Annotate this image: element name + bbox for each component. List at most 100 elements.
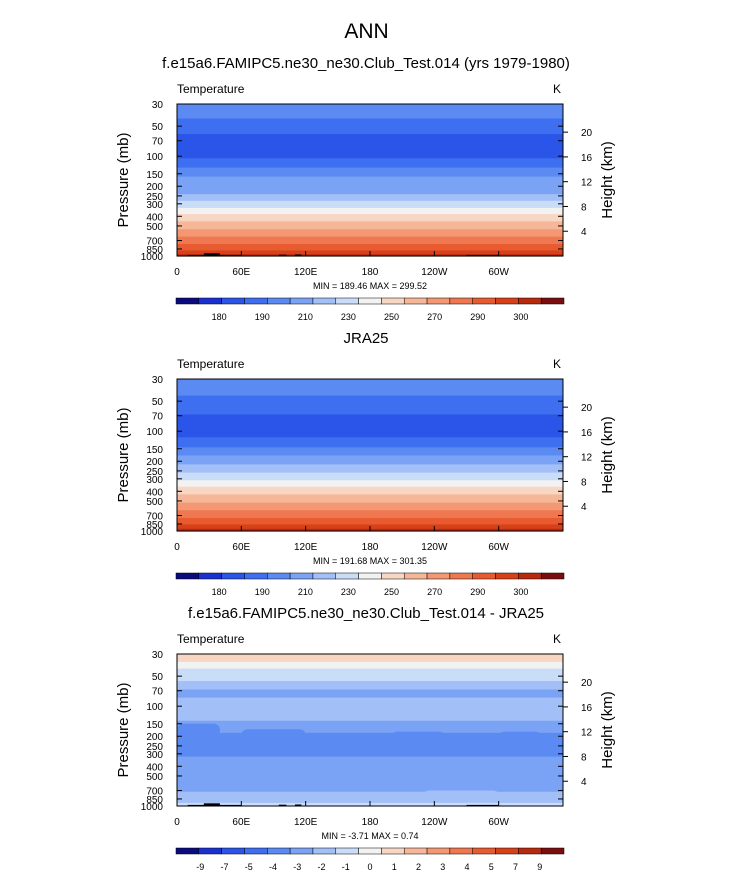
topography (294, 804, 302, 806)
contour-band (177, 200, 563, 209)
y-tick-label: 100 (146, 427, 163, 438)
y-tick-label: 850 (146, 795, 163, 806)
colorbar-box (403, 847, 428, 855)
colorbar-box (244, 572, 268, 580)
colorbar-box (335, 297, 359, 305)
colorbar-box (426, 297, 451, 305)
colorbar-box (175, 572, 200, 580)
contour-band (177, 214, 563, 222)
contour-band (177, 697, 563, 722)
topography (278, 254, 287, 256)
topography (466, 254, 499, 256)
colorbar-box (198, 572, 222, 580)
colorbar-box (312, 847, 337, 855)
contour-band (177, 455, 563, 465)
y-tick-label: 500 (146, 222, 163, 233)
contour-band (177, 104, 563, 120)
height-tick-label: 4 (581, 502, 587, 513)
contour-region (423, 790, 499, 798)
min-max-stats: MIN = 191.68 MAX = 301.35 (313, 556, 427, 566)
contour-band (177, 720, 563, 734)
colorbar-box (403, 572, 428, 580)
topography (203, 803, 220, 806)
x-tick-label: 180 (362, 267, 379, 278)
y-axis-title-right: Height (km) (599, 416, 616, 494)
y-axis-title-right: Height (km) (599, 141, 616, 219)
y-tick-label: 300 (146, 475, 163, 486)
colorbar-box (198, 297, 222, 305)
y-tick-label: 30 (152, 375, 164, 386)
colorbar-label: 1 (392, 862, 397, 872)
y-tick-label: 850 (146, 245, 163, 256)
contour-band (177, 176, 563, 187)
colorbar-box (540, 847, 565, 855)
contour-band (177, 668, 563, 682)
y-tick-label: 700 (146, 787, 163, 798)
colorbar-label: 300 (513, 587, 528, 597)
contour-region (294, 734, 338, 748)
contour-region (498, 731, 542, 751)
height-tick-label: 4 (581, 777, 587, 788)
contour-band (177, 756, 563, 793)
y-tick-label: 150 (146, 445, 163, 456)
colorbar-box (289, 572, 314, 580)
y-tick-label: 250 (146, 467, 163, 478)
colorbar-box (449, 297, 473, 305)
variable-label: Temperature (177, 357, 245, 371)
contour-band (177, 379, 563, 397)
units-label: K (553, 357, 561, 371)
colorbar-box (358, 297, 382, 305)
colorbar-label: -5 (245, 862, 253, 872)
colorbar-box (175, 847, 200, 855)
x-tick-label: 60E (232, 267, 250, 278)
x-tick-label: 180 (362, 542, 379, 553)
contour-band (177, 480, 563, 488)
x-tick-label: 120W (421, 267, 448, 278)
colorbar-box (312, 297, 337, 305)
chart-title: f.e15a6.FAMIPC5.ne30_ne30.Club_Test.014 … (162, 55, 570, 72)
colorbar-box (518, 297, 542, 305)
height-tick-label: 16 (581, 153, 593, 164)
colorbar-label: -9 (196, 862, 204, 872)
contour-region (177, 723, 220, 743)
height-tick-label: 12 (581, 178, 593, 189)
height-tick-label: 16 (581, 703, 593, 714)
y-tick-label: 500 (146, 772, 163, 783)
panel-3: f.e15a6.FAMIPC5.ne30_ne30.Club_Test.014 … (115, 605, 616, 872)
topography (278, 804, 287, 806)
colorbar-box (449, 572, 473, 580)
colorbar-label: 3 (440, 862, 445, 872)
colorbar-box (335, 847, 359, 855)
contour-band (177, 134, 563, 159)
colorbar-label: -3 (293, 862, 301, 872)
colorbar-box (518, 847, 542, 855)
contour-band (177, 464, 563, 474)
y-tick-label: 250 (146, 742, 163, 753)
height-tick-label: 20 (581, 403, 593, 414)
contour-band (177, 791, 563, 804)
x-tick-label: 60W (488, 267, 509, 278)
colorbar-label: -2 (317, 862, 325, 872)
colorbar-label: 290 (470, 587, 485, 597)
contour-band (177, 654, 563, 663)
height-tick-label: 16 (581, 428, 593, 439)
colorbar-box (175, 297, 200, 305)
contour-band (177, 167, 563, 178)
x-tick-label: 60W (488, 542, 509, 553)
y-tick-label: 30 (152, 650, 164, 661)
contour-region (241, 729, 306, 746)
contour-band (177, 229, 563, 238)
colorbar-box (267, 847, 291, 855)
colorbar-box (540, 572, 565, 580)
height-tick-label: 8 (581, 202, 587, 213)
colorbar-label: -1 (342, 862, 350, 872)
topography (203, 253, 220, 256)
min-max-stats: MIN = -3.71 MAX = 0.74 (321, 831, 418, 841)
colorbar-label: 270 (427, 587, 442, 597)
colorbar-box (495, 572, 519, 580)
contour-band (177, 194, 563, 202)
